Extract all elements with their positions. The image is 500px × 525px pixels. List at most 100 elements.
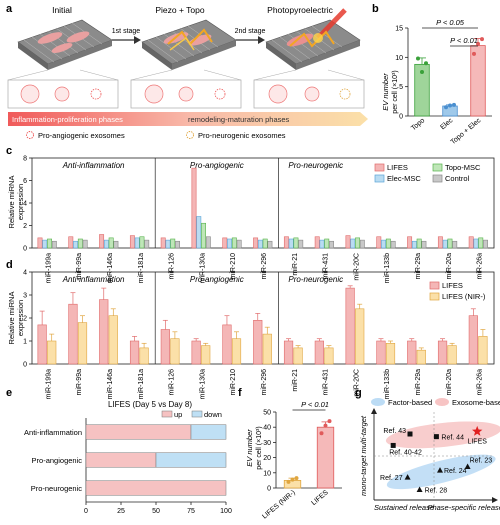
- panel-label-f: f: [238, 387, 242, 399]
- panel-c-bar: [37, 237, 43, 249]
- panel-d-bar: [108, 315, 118, 365]
- phase-label-inflammation: Inflammation-proliferation phases: [12, 115, 123, 124]
- pro-angiogenic-exosome-icon: [26, 131, 34, 139]
- panel-c-bar: [82, 239, 88, 249]
- panel-d-bar: [77, 322, 88, 365]
- panel-c-bar: [196, 216, 202, 249]
- panel-c-bar: [73, 240, 79, 249]
- panel-c-group-label: Pro-neurogenic: [288, 161, 343, 170]
- panel-f-point: [323, 423, 328, 428]
- panel-g-point-triangle: [404, 474, 411, 480]
- panel-c-ytick-label: 4: [23, 201, 27, 208]
- panel-c-bar: [298, 239, 304, 249]
- panel-b-point: [448, 103, 452, 108]
- panel-d-category-label: miR-20C: [353, 369, 360, 397]
- panel-e-xtick-label: 25: [117, 508, 125, 515]
- panel-c-bar: [267, 240, 273, 249]
- panel-g: g Factor-based Exosome-based mono-target m…: [355, 387, 500, 512]
- panel-d-ytick-label: 3: [23, 293, 27, 300]
- panel-e-legend-label: up: [174, 410, 182, 419]
- panel-g-point-label: Ref. 23: [470, 458, 493, 465]
- panel-c-category-label: miR-126: [169, 253, 176, 280]
- panel-d-bar: [47, 340, 57, 365]
- panel-f-ylabel-line1: EV number: [245, 429, 254, 467]
- panel-c-bar: [314, 236, 320, 249]
- panel-d-category-label: miR-20a: [446, 369, 453, 396]
- panel-d-legend-label: LIFES: [442, 281, 463, 290]
- panel-b-ytick-label: 5: [399, 84, 403, 91]
- panel-c-bar: [447, 238, 453, 249]
- panel-a: a Initial Piezo + Topo Photopyroelectric…: [6, 3, 368, 140]
- panel-c-bar: [385, 238, 391, 249]
- panel-d-bar: [447, 345, 457, 365]
- panel-c-bar: [113, 240, 119, 249]
- panel-d-bar: [99, 299, 109, 365]
- panel-b-point: [480, 37, 484, 42]
- panel-c-bar: [227, 238, 233, 249]
- panel-b-point: [472, 51, 476, 56]
- panel-d-category-label: miR-99a: [76, 369, 83, 396]
- panel-c-ytick-label: 8: [23, 156, 27, 163]
- panel-e-category-label: Anti-inflammation: [24, 428, 82, 437]
- panel-b-pvalue-1: P < 0.05: [436, 18, 465, 27]
- panel-c-category-label: miR-210: [230, 253, 237, 280]
- panel-g-xlabel-phase: Phase-specific release: [427, 503, 500, 512]
- panel-label-c: c: [6, 145, 12, 157]
- panel-b-category-label: Elec: [439, 117, 454, 131]
- panel-g-legend-factor-swatch: [371, 398, 385, 406]
- panel-d-bar: [293, 347, 303, 365]
- panel-d-bar: [222, 324, 232, 365]
- panel-c-bar: [144, 239, 150, 249]
- arrow-label-1: 1st stage: [112, 28, 141, 35]
- panel-f-bar: [316, 426, 335, 489]
- panel-d-category-label: miR-26a: [477, 369, 484, 396]
- panel-b-point: [476, 41, 480, 46]
- panel-c-bar: [319, 239, 325, 249]
- panel-d-bar: [437, 340, 448, 365]
- panel-b-point: [416, 56, 420, 61]
- panel-c-legend-swatch: [432, 174, 443, 183]
- panel-c-bar: [134, 237, 140, 249]
- panel-f-ytick-label: 20: [263, 455, 271, 462]
- panel-c-bar: [253, 237, 259, 249]
- panel-c-bar: [452, 240, 458, 249]
- panel-label-g: g: [355, 387, 362, 399]
- panel-c-bar: [421, 240, 427, 249]
- panel-c-bar: [160, 237, 166, 249]
- panel-c-bar: [381, 239, 387, 249]
- panel-g-x-arrow: [492, 497, 498, 503]
- panel-c-bar: [231, 237, 237, 249]
- panel-c-category-label: miR-199a: [45, 253, 52, 283]
- panel-c-category-label: miR-296: [261, 253, 268, 280]
- panel-d-group-label: Anti-inflammation: [62, 275, 125, 284]
- panel-g-point-star: [472, 425, 483, 436]
- panel-d-ytick-label: 1: [23, 339, 27, 346]
- panel-d-category-label: miR-21: [292, 369, 299, 392]
- panel-d-category-label: miR-146a: [107, 369, 114, 399]
- panel-c-category-label: miR-26a: [477, 253, 484, 280]
- panel-c-bar: [355, 237, 360, 249]
- panel-e-bar: [85, 424, 192, 440]
- panel-f-ytick-label: 30: [263, 440, 271, 447]
- panel-c-group-label: Pro-angiogenic: [190, 161, 244, 170]
- panel-f-category-label: LIFES: [310, 489, 330, 507]
- panel-label-b: b: [372, 3, 379, 15]
- panel-c-bar: [442, 239, 448, 249]
- panel-d-bar: [468, 315, 478, 365]
- panel-f-ytick-label: 10: [263, 470, 271, 477]
- panel-e-category-label: Pro-angiogenic: [32, 456, 83, 465]
- panel-e: e LIFES (Day 5 vs Day 8) 0 25 50 75 100 Anti-…: [6, 387, 232, 515]
- pro-neurogenic-exosome-icon: [186, 131, 194, 139]
- panel-c-ytick-label: 0: [23, 246, 27, 253]
- panel-d-bar: [170, 338, 180, 365]
- panel-d-bar: [68, 303, 78, 365]
- arrow-stage-2: 2nd stage: [235, 28, 265, 44]
- panel-c-legend-label: Topo-MSC: [445, 163, 481, 172]
- panel-c-bar: [68, 236, 74, 249]
- panel-e-legend-label: down: [204, 410, 222, 419]
- panel-b-pvalue-2: P < 0.01: [450, 36, 478, 45]
- panel-d-bar: [160, 329, 170, 365]
- stage-title-photopyroelectric: Photopyroelectric: [267, 5, 333, 15]
- panel-c-bar: [262, 238, 268, 249]
